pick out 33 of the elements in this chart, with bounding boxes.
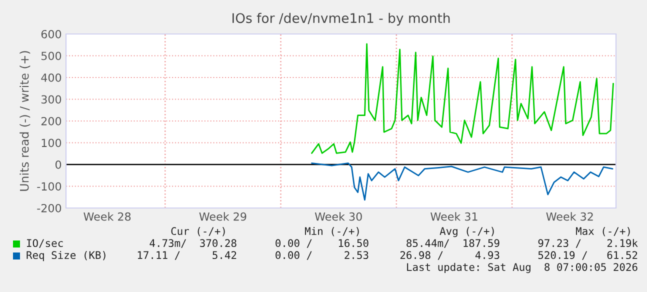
x-tick-label: Week 31 <box>430 212 478 221</box>
text: Min (-/+) <box>304 226 359 236</box>
x-tick-label: Week 28 <box>84 212 131 221</box>
text: Max (-/+) <box>576 227 630 236</box>
legend-label: Req Size (KB) <box>26 250 106 262</box>
line-series <box>311 162 614 201</box>
y-tick-label: -100 <box>37 182 62 191</box>
text: 0.00 / 16.50 <box>276 239 368 248</box>
text: 0.00 / 2.53 <box>276 251 368 260</box>
y-tick-label: 0 <box>55 160 62 169</box>
x-tick-label: Week 32 <box>546 212 593 221</box>
x-tick-label: Week 29 <box>199 212 246 221</box>
y-tick-label: 400 <box>41 73 62 82</box>
line-series <box>311 43 614 154</box>
text: Cur (-/+) <box>171 227 225 236</box>
legend-label: IO/sec <box>27 239 63 248</box>
y-axis-title: Units read (-) / write (+) <box>20 51 30 191</box>
y-tick-label: 300 <box>41 95 62 104</box>
text: 97.23 / 2.19k <box>538 238 638 248</box>
x-tick-label: Week 30 <box>314 212 362 221</box>
y-tick-label: 600 <box>41 30 62 38</box>
text: 520.19 / 61.52 <box>538 251 638 260</box>
text: 17.11 / 5.42 <box>138 251 236 260</box>
text: Last update: Sat Aug 8 07:00:05 2026 <box>407 262 638 274</box>
y-tick-label: -200 <box>37 204 62 212</box>
text: 26.98 / 4.93 <box>400 251 500 260</box>
y-tick-label: 100 <box>42 138 62 148</box>
chart-title: IOs for /dev/nvme1n1 - by month <box>232 12 450 26</box>
text: 4.73m/ 370.28 <box>150 239 236 248</box>
y-tick-label: 200 <box>41 116 62 126</box>
text: 85.44m/ 187.59 <box>406 239 500 248</box>
text: Avg (-/+) <box>440 226 494 238</box>
y-tick-label: 500 <box>41 52 62 60</box>
